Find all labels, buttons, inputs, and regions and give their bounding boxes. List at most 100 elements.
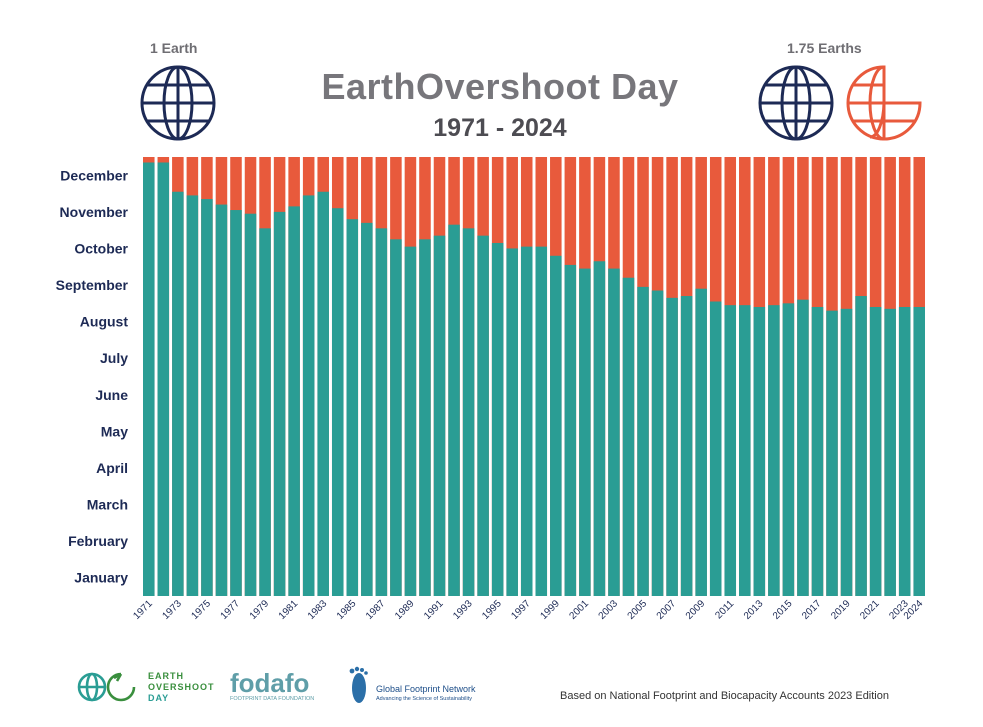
source-note: Based on National Footprint and Biocapac… xyxy=(560,690,889,702)
biocapacity-bar-2018 xyxy=(826,310,838,596)
biocapacity-bar-2013 xyxy=(753,306,766,596)
globe-icon xyxy=(758,65,834,141)
fodafo-logo-subtitle: FOOTPRINT DATA FOUNDATION xyxy=(230,696,315,702)
x-tick-label-1973: 1973 xyxy=(160,598,184,622)
biocapacity-bar-1980 xyxy=(273,211,286,596)
y-tick-label-september: September xyxy=(56,277,129,293)
x-tick-label-2005: 2005 xyxy=(626,598,650,622)
biocapacity-bar-2024 xyxy=(913,306,925,596)
biocapacity-bar-1992 xyxy=(448,224,460,596)
x-tick-label-1989: 1989 xyxy=(393,598,417,622)
biocapacity-bar-1981 xyxy=(288,206,300,596)
y-tick-label-november: November xyxy=(60,204,129,220)
biocapacity-bar-2020 xyxy=(855,296,867,596)
x-tick-label-1997: 1997 xyxy=(509,598,533,622)
biocapacity-bar-1998 xyxy=(535,246,548,597)
biocapacity-bar-1999 xyxy=(550,255,562,596)
biocapacity-bar-2022 xyxy=(884,308,896,596)
biocapacity-bar-2002 xyxy=(593,261,606,596)
x-tick-label-2011: 2011 xyxy=(713,598,736,621)
x-tick-label-1975: 1975 xyxy=(190,598,214,622)
biocapacity-bar-1975 xyxy=(201,199,213,596)
x-tick-label-2009: 2009 xyxy=(684,598,708,622)
x-tick-label-1983: 1983 xyxy=(306,598,330,622)
x-tick-label-2001: 2001 xyxy=(567,598,591,622)
y-tick-label-february: February xyxy=(68,533,128,549)
biocapacity-bar-2004 xyxy=(622,277,635,596)
biocapacity-bar-1990 xyxy=(419,239,431,596)
biocapacity-bar-2003 xyxy=(608,268,620,596)
biocapacity-bar-1989 xyxy=(404,246,417,597)
y-tick-label-january: January xyxy=(74,570,128,586)
biocapacity-bar-1985 xyxy=(346,219,359,597)
biocapacity-bar-1982 xyxy=(302,195,315,596)
biocapacity-bar-1988 xyxy=(390,239,402,596)
biocapacity-bar-1983 xyxy=(317,191,329,597)
biocapacity-bar-1991 xyxy=(433,235,446,596)
biocapacity-bar-2012 xyxy=(739,305,751,596)
biocapacity-bar-1987 xyxy=(375,228,388,596)
biocapacity-bar-1971 xyxy=(143,162,155,597)
x-tick-label-2015: 2015 xyxy=(771,598,795,622)
one-point-seven-five-earths-label: 1.75 Earths xyxy=(787,40,862,56)
x-tick-label-2007: 2007 xyxy=(655,598,679,622)
y-tick-label-june: June xyxy=(95,387,128,403)
biocapacity-bar-2007 xyxy=(666,297,678,596)
y-tick-label-march: March xyxy=(87,497,128,513)
biocapacity-bar-2000 xyxy=(564,264,577,596)
y-tick-label-august: August xyxy=(80,314,129,330)
x-tick-label-1985: 1985 xyxy=(335,598,359,622)
x-tick-label-2003: 2003 xyxy=(597,598,621,622)
biocapacity-bar-2023 xyxy=(898,306,911,596)
biocapacity-bar-1997 xyxy=(520,246,533,597)
biocapacity-bar-1995 xyxy=(491,242,504,597)
fodafo-logo-name: fodafo xyxy=(230,668,310,698)
biocapacity-bar-2010 xyxy=(709,301,722,596)
biocapacity-bar-2014 xyxy=(768,305,780,596)
x-tick-label-1971: 1971 xyxy=(131,598,155,622)
biocapacity-bar-1977 xyxy=(230,210,242,596)
eod-logo-line3: DAY xyxy=(148,693,170,703)
x-tick-label-1995: 1995 xyxy=(480,598,504,622)
biocapacity-bar-1994 xyxy=(477,235,489,596)
y-tick-label-july: July xyxy=(100,350,128,366)
y-tick-label-may: May xyxy=(101,423,128,439)
biocapacity-bar-2017 xyxy=(811,306,824,596)
biocapacity-bar-1976 xyxy=(215,204,228,596)
y-tick-label-april: April xyxy=(96,460,128,476)
x-tick-label-1977: 1977 xyxy=(219,598,243,622)
biocapacity-bar-1986 xyxy=(361,222,373,596)
biocapacity-bar-2021 xyxy=(869,306,882,596)
x-tick-label-1979: 1979 xyxy=(248,598,272,622)
biocapacity-bar-2005 xyxy=(637,286,649,596)
biocapacity-bar-1974 xyxy=(186,195,199,596)
biocapacity-bar-1984 xyxy=(331,208,344,596)
eod-logo-line2: OVERSHOOT xyxy=(148,682,215,692)
x-tick-label-2013: 2013 xyxy=(742,598,766,622)
biocapacity-bar-2008 xyxy=(680,296,693,596)
biocapacity-bar-1973 xyxy=(172,191,184,597)
biocapacity-bar-1996 xyxy=(506,248,518,597)
y-tick-label-october: October xyxy=(74,240,128,256)
chart-title: EarthOvershoot Day xyxy=(321,66,679,107)
biocapacity-bar-1993 xyxy=(462,228,475,596)
x-tick-label-1993: 1993 xyxy=(451,598,475,622)
x-tick-label-2019: 2019 xyxy=(829,598,853,622)
eod-logo-line1: EARTH xyxy=(148,671,184,681)
biocapacity-bar-2015 xyxy=(782,303,795,596)
biocapacity-bar-2009 xyxy=(695,288,707,596)
gfn-logo-subtitle: Advancing the Science of Sustainability xyxy=(376,696,473,702)
biocapacity-bar-2001 xyxy=(579,268,591,596)
overshoot-bar-chart: January February March April May June July Augu… xyxy=(56,157,926,622)
biocapacity-bar-2006 xyxy=(651,290,664,596)
partial-globe-icon xyxy=(846,65,922,141)
biocapacity-bar-1979 xyxy=(259,228,271,596)
x-tick-label-1999: 1999 xyxy=(538,598,562,622)
biocapacity-bar-2016 xyxy=(797,299,809,596)
biocapacity-bar-2011 xyxy=(724,305,737,596)
y-tick-label-december: December xyxy=(60,167,128,183)
biocapacity-bar-1978 xyxy=(244,213,257,596)
x-tick-label-1987: 1987 xyxy=(364,598,388,622)
x-tick-label-1991: 1991 xyxy=(422,598,446,622)
earth-overshoot-day-logo xyxy=(77,672,136,702)
